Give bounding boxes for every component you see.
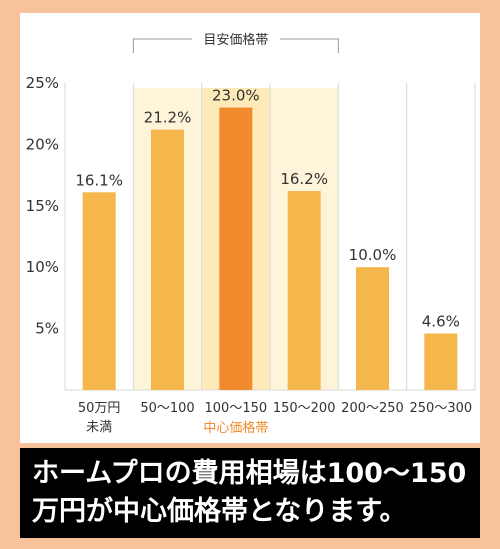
range-label-bg [191,29,280,49]
center-range-label: 中心価格帯 [203,420,268,436]
range-label: 目安価格帯 [203,32,268,48]
bar-0 [82,192,116,390]
bar-1 [151,129,184,390]
x-tick-label-0-0: 50万円 [78,401,121,416]
x-tick-label-5-0: 250〜300 [410,401,473,416]
x-tick-label-0-1: 未満 [86,420,112,435]
y-tick-label-0: 5% [35,320,59,338]
bar-value-label-1: 21.2% [144,109,192,127]
chart-card: 目安価格帯 5% 10% 15% 20% 25% 16.1% 50万円未満 21.2% 50〜10… [20,13,480,443]
bar-2 [219,107,253,390]
caption-box: ホームプロの費用相場は100〜150 万円が中心価格帯となります。 [20,448,480,538]
bar-4 [356,267,389,390]
bar-value-label-4: 10.0% [349,246,397,264]
caption-line-1: ホームプロの費用相場は100〜150 [32,458,467,489]
bar-value-label-0: 16.1% [75,171,123,189]
caption-line-2: 万円が中心価格帯となります。 [32,496,407,527]
bar-5 [424,333,458,390]
y-tick-label-3: 20% [26,135,59,153]
bar-value-label-3: 16.2% [280,170,328,188]
x-tick-label-4-0: 200〜250 [341,401,404,416]
bar-3 [287,191,321,390]
x-tick-label-1-0: 50〜100 [140,401,194,416]
y-tick-label-4: 25% [26,74,59,92]
bar-value-label-2: 23.0% [212,87,260,105]
bar-value-label-5: 4.6% [422,313,460,331]
y-tick-label-2: 15% [26,197,59,215]
x-tick-label-3-0: 150〜200 [273,401,336,416]
x-tick-label-2-0: 100〜150 [205,401,268,416]
y-tick-label-1: 10% [26,258,59,276]
